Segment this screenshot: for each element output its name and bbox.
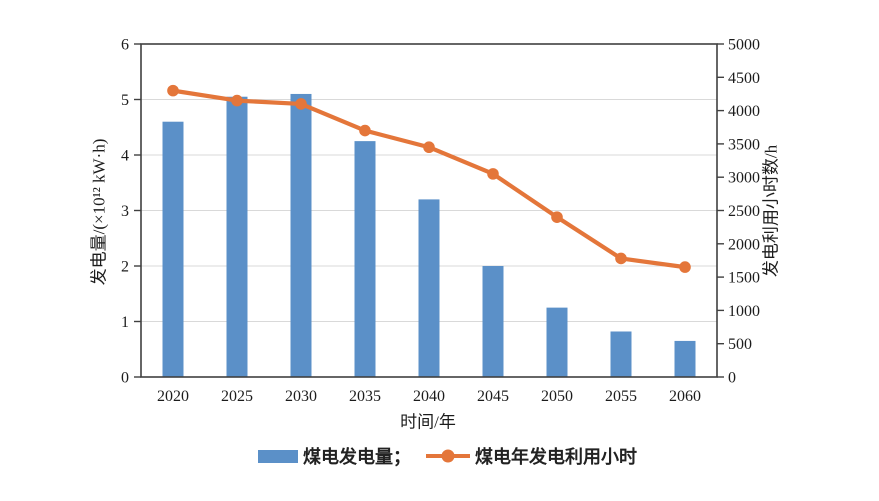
right-axis-title: 发电利用小时数/h xyxy=(761,144,781,278)
x-axis-tick-label-2035: 2035 xyxy=(349,388,381,405)
x-axis-title: 时间/年 xyxy=(400,412,456,432)
bar-2045 xyxy=(482,266,504,377)
bar-2035 xyxy=(354,141,376,377)
x-axis-tick-label-2050: 2050 xyxy=(541,388,573,405)
left-axis-tick-label-4: 4 xyxy=(121,148,129,165)
bar-swatch-icon xyxy=(258,449,298,463)
right-axis-tick-label-4000: 4000 xyxy=(728,103,760,120)
right-axis-tick-label-2500: 2500 xyxy=(728,203,760,220)
x-axis-tick-label-2020: 2020 xyxy=(157,388,189,405)
bar-2055 xyxy=(610,331,632,377)
legend-item-line: 煤电年发电利用小时 xyxy=(426,443,637,469)
line-point-2025 xyxy=(231,94,243,107)
left-axis-tick-label-3: 3 xyxy=(121,203,129,220)
right-axis-tick-label-2000: 2000 xyxy=(728,236,760,253)
legend: 煤电发电量； 煤电年发电利用小时 xyxy=(258,443,637,469)
line-dot-icon xyxy=(441,449,455,463)
bar-2060 xyxy=(674,340,696,377)
x-axis-tick-label-2040: 2040 xyxy=(413,388,445,405)
x-axis-tick-label-2030: 2030 xyxy=(285,388,317,405)
x-axis-tick-label-2055: 2055 xyxy=(605,388,637,405)
line-point-2035 xyxy=(359,124,371,137)
x-axis-tick-label-2045: 2045 xyxy=(477,388,509,405)
left-axis-title: 发电量/(×10¹² kW·h) xyxy=(89,138,109,286)
left-axis-tick-label-6: 6 xyxy=(121,37,129,54)
bar-2025 xyxy=(226,96,248,377)
legend-bar-label: 煤电发电量； xyxy=(303,447,411,467)
x-axis-tick-label-2025: 2025 xyxy=(221,388,253,405)
line-marker-icon xyxy=(426,449,470,463)
right-axis-tick-label-3500: 3500 xyxy=(728,136,760,153)
bar-2020 xyxy=(162,121,184,377)
bar-2040 xyxy=(418,199,440,377)
right-axis-tick-label-500: 500 xyxy=(728,336,752,353)
legend-line-label: 煤电年发电利用小时 xyxy=(475,447,637,467)
right-axis-tick-label-5000: 5000 xyxy=(728,37,760,54)
right-axis-tick-label-0: 0 xyxy=(728,370,736,387)
right-axis-tick-label-3000: 3000 xyxy=(728,170,760,187)
line-point-2055 xyxy=(615,252,627,265)
x-axis-tick-label-2060: 2060 xyxy=(669,388,701,405)
left-axis-tick-label-2: 2 xyxy=(121,259,129,276)
line-point-2020 xyxy=(167,84,179,97)
line-point-2060 xyxy=(679,261,691,273)
legend-item-bar: 煤电发电量； xyxy=(258,443,411,469)
bar-2030 xyxy=(290,93,312,377)
bar-2050 xyxy=(546,307,568,377)
line-point-2030 xyxy=(295,98,307,110)
line-point-2050 xyxy=(551,211,563,223)
right-axis-tick-label-1000: 1000 xyxy=(728,303,760,320)
right-axis-tick-label-1500: 1500 xyxy=(728,270,760,287)
line-point-2045 xyxy=(487,168,499,180)
right-axis-tick-label-4500: 4500 xyxy=(728,70,760,87)
line-point-2040 xyxy=(423,141,435,154)
left-axis-tick-label-5: 5 xyxy=(121,92,129,109)
left-axis-tick-label-0: 0 xyxy=(121,370,129,387)
left-axis-tick-label-1: 1 xyxy=(121,314,129,331)
